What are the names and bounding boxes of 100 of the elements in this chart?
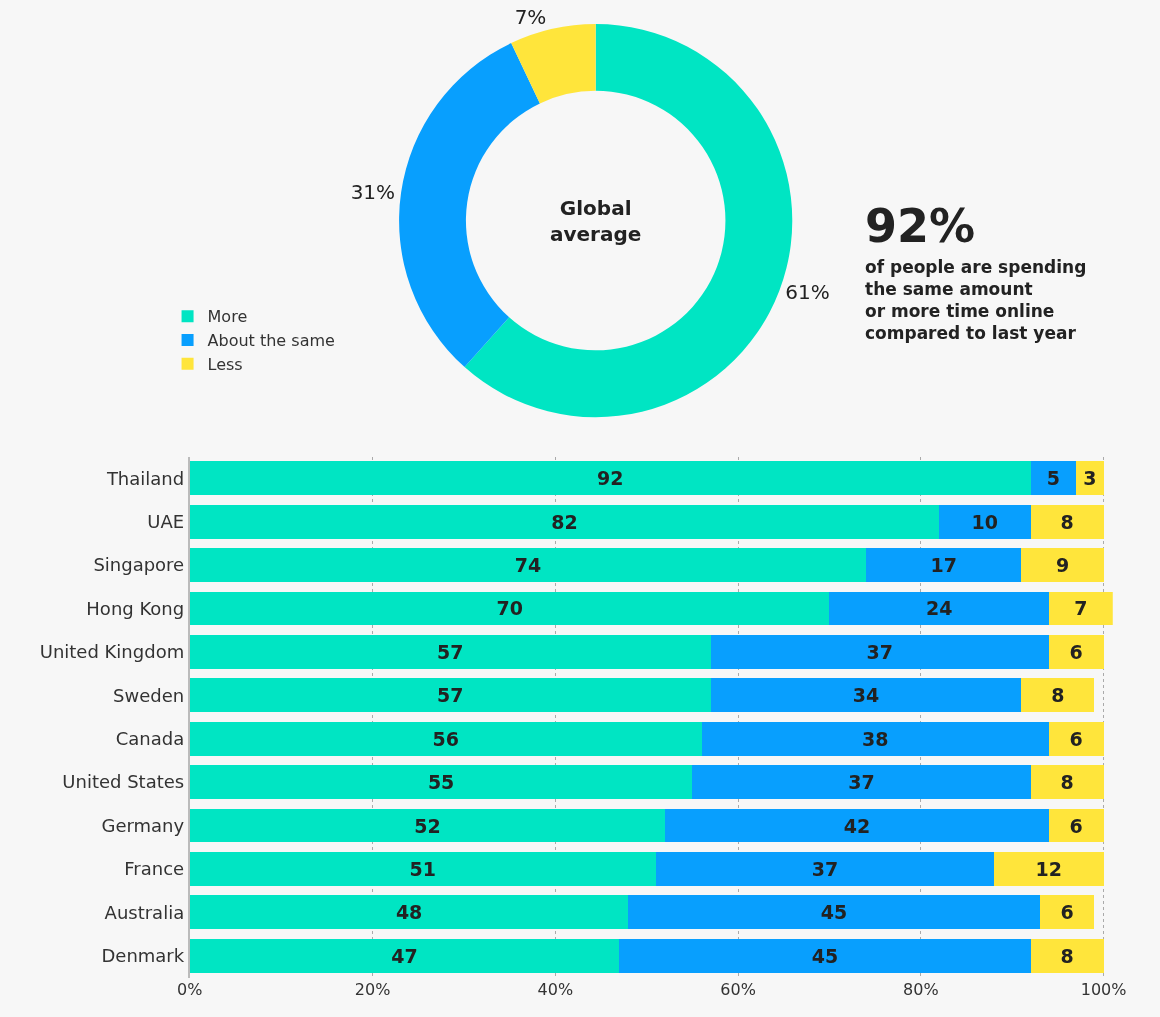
y-tick-label: Denmark: [101, 945, 185, 967]
data-label: 34: [852, 684, 880, 707]
data-label: 37: [866, 640, 893, 663]
data-label: 45: [820, 901, 848, 924]
data-label: 6: [1060, 901, 1074, 924]
data-label: 31%: [350, 180, 396, 205]
y-tick-label: UAE: [147, 510, 185, 532]
data-label: 48: [395, 901, 423, 924]
data-label: 10: [971, 510, 999, 533]
bar: [1021, 678, 1095, 713]
data-label: 38: [861, 727, 889, 750]
data-label: 56: [432, 727, 459, 750]
x-tick-label: 20%: [354, 979, 391, 999]
bar: [710, 634, 1049, 669]
y-tick-label: Singapore: [93, 554, 185, 576]
bar: [189, 504, 940, 539]
data-label: 17: [930, 554, 957, 577]
y-tick-label: Germany: [101, 814, 185, 836]
data-label: 45: [811, 944, 839, 967]
bar: [1039, 895, 1095, 930]
bar: [189, 765, 693, 800]
bar: [1048, 721, 1104, 756]
data-label: 24: [925, 597, 953, 620]
data-label: 8: [1060, 944, 1074, 967]
y-tick-label: Canada: [115, 728, 185, 750]
bar: [1021, 548, 1104, 582]
bar: [1048, 808, 1104, 843]
data-label: 55: [427, 771, 455, 794]
bar: [189, 852, 656, 886]
x-tick-label: 80%: [903, 979, 939, 999]
bar: [710, 678, 1022, 713]
data-label: 7%: [514, 5, 547, 30]
y-tick-label: France: [124, 858, 185, 880]
bar: [189, 461, 1031, 496]
data-label: 51: [409, 857, 437, 880]
donut-slice: [399, 43, 540, 368]
bar: [1030, 765, 1104, 800]
text: Global average: [550, 196, 642, 246]
legend-label: About the same: [207, 331, 335, 351]
y-tick-label: Australia: [104, 901, 185, 923]
data-label: 61%: [785, 280, 830, 305]
data-label: 74: [514, 554, 542, 577]
y-tick-label: United Kingdom: [39, 641, 185, 663]
legend-label: More: [207, 307, 248, 327]
bar: [1030, 504, 1104, 539]
donut-slice: [511, 24, 596, 104]
bar: [189, 895, 629, 930]
bar: [829, 591, 1049, 626]
data-label: 6: [1069, 727, 1083, 750]
data-label: 82: [551, 510, 578, 533]
data-label: 57: [437, 684, 464, 707]
bar: [701, 721, 1049, 756]
bar: [1030, 938, 1104, 973]
bar: [1076, 461, 1104, 496]
data-label: 70: [496, 597, 523, 620]
data-label: 9: [1055, 554, 1070, 577]
data-label: 37: [848, 771, 875, 794]
y-tick-label: Hong Kong: [86, 597, 185, 619]
bar: [655, 852, 994, 886]
data-label: 3: [1083, 467, 1097, 490]
legend-label: Less: [207, 354, 243, 374]
data-label: 92: [596, 467, 624, 490]
data-label: 7: [1074, 597, 1088, 620]
bar: [189, 808, 665, 843]
x-tick-label: 60%: [720, 979, 756, 999]
bar: [692, 765, 1031, 800]
data-label: 42: [843, 814, 871, 837]
bar: [189, 591, 830, 626]
data-label: 52: [414, 814, 441, 837]
bar: [189, 938, 620, 973]
data-label: 47: [391, 944, 418, 967]
data-label: 37: [811, 857, 839, 880]
bar: [189, 634, 711, 669]
data-label: 6: [1069, 814, 1083, 837]
bar: [1030, 461, 1077, 496]
bar: [1048, 634, 1104, 669]
data-label: 8: [1060, 510, 1074, 533]
x-tick-label: 0%: [177, 979, 203, 999]
data-label: 8: [1060, 771, 1074, 794]
y-tick-label: United States: [62, 771, 185, 793]
x-tick-label: 100%: [1080, 979, 1127, 999]
text: 92%: [865, 199, 976, 253]
data-label: 12: [1035, 857, 1063, 880]
bar: [664, 808, 1049, 843]
x-tick-label: 40%: [537, 979, 574, 999]
data-label: 6: [1069, 640, 1083, 663]
data-label: 8: [1051, 684, 1065, 707]
y-tick-label: Sweden: [113, 684, 185, 706]
bar: [993, 852, 1104, 886]
bar: [189, 721, 702, 756]
bar: [189, 548, 867, 582]
y-tick-label: Thailand: [105, 467, 185, 489]
data-label: 57: [437, 640, 464, 663]
text: of people are spending the same amount or more time online compared to last year: [865, 257, 1087, 344]
bar: [866, 548, 1022, 582]
bar: [1048, 591, 1113, 626]
bar: [939, 504, 1031, 539]
bar: [628, 895, 1040, 930]
bar: [189, 678, 711, 713]
bar: [619, 938, 1031, 973]
